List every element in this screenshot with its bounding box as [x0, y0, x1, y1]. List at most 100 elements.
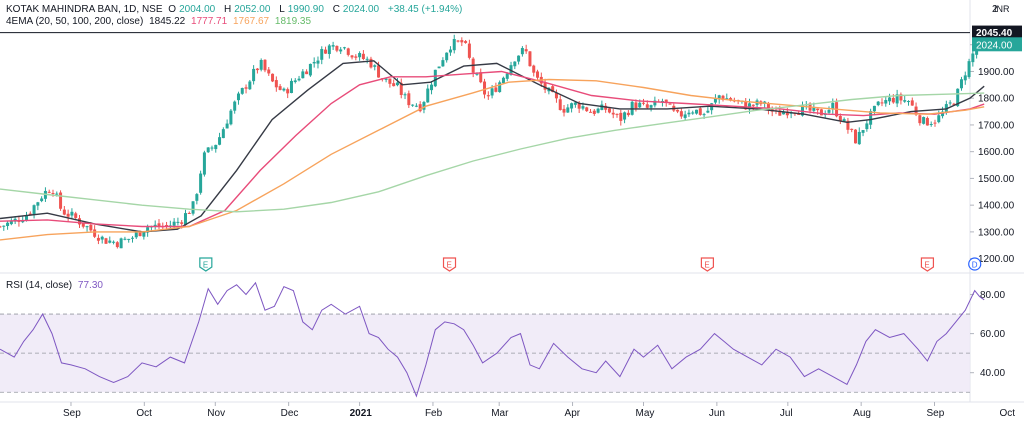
candle-body [543, 82, 547, 90]
candle-body [411, 104, 415, 106]
price-tick-label: 1700.00 [978, 120, 1015, 131]
ema-200-line [0, 92, 985, 213]
candle-body [831, 102, 835, 110]
candle-body [683, 114, 687, 118]
candle-body [713, 98, 717, 103]
candle-body [611, 112, 615, 115]
time-tick-label: Sep [63, 408, 81, 419]
candle-body [524, 49, 528, 52]
candle-body [324, 49, 328, 54]
candle-body [119, 238, 123, 249]
candle-body [937, 115, 941, 123]
candle-body [941, 111, 945, 117]
candle-body [210, 147, 214, 149]
candle-body [785, 111, 789, 116]
candle-body [706, 110, 710, 113]
candle-body [562, 108, 566, 113]
candle-body [634, 102, 638, 109]
candle-body [460, 40, 464, 43]
candle-body [819, 109, 823, 116]
candle-body [21, 220, 25, 223]
candle-body [846, 120, 850, 130]
candle-body [884, 100, 888, 104]
candle-body [426, 88, 430, 103]
candle-body [293, 80, 297, 83]
candle-body [664, 99, 668, 103]
candle-body [433, 69, 437, 87]
event-marker-label: E [447, 261, 452, 270]
time-tick-label: Aug [853, 408, 871, 419]
time-tick-label: Oct [999, 408, 1015, 419]
candle-body [81, 222, 85, 227]
candle-body [607, 108, 611, 113]
candle-body [751, 104, 755, 106]
candle-body [842, 119, 846, 122]
candle-body [581, 106, 585, 109]
candle-body [827, 109, 831, 113]
candle-body [384, 78, 388, 80]
candle-body [619, 112, 623, 121]
candle-body [422, 102, 426, 110]
ema20-value: 1845.22 [149, 16, 186, 27]
candle-body [202, 152, 206, 175]
candle-body [494, 87, 498, 92]
candle-body [214, 144, 218, 150]
candle-body [778, 110, 782, 116]
candle-body [604, 105, 608, 110]
candle-body [475, 73, 479, 75]
candle-body [872, 105, 876, 112]
candle-body [59, 192, 63, 209]
candle-body [369, 58, 373, 68]
candle-body [853, 129, 857, 144]
ema-legend[interactable]: 4EMA (20, 50, 100, 200, close) 1845.22 1… [6, 16, 314, 27]
candle-body [305, 71, 309, 75]
candle-body [172, 221, 176, 226]
candle-body [32, 205, 36, 215]
candle-body [6, 222, 10, 227]
candle-body [183, 213, 187, 225]
candle-body [165, 224, 169, 226]
candle-body [437, 66, 441, 69]
candle-body [592, 110, 596, 114]
candle-body [869, 111, 873, 125]
candle-body [36, 202, 40, 206]
candle-body [218, 137, 222, 145]
candle-body [566, 107, 570, 113]
candle-body [944, 104, 948, 113]
candle-body [520, 48, 524, 55]
candle-body [623, 112, 627, 120]
candle-body [600, 104, 604, 110]
candle-body [645, 104, 649, 108]
candle-body [233, 101, 237, 111]
candle-body [130, 237, 134, 239]
candle-body [649, 105, 653, 108]
candle-body [956, 88, 960, 107]
candle-body [850, 128, 854, 130]
candle-body [47, 191, 51, 193]
high-value: 2052.00 [234, 4, 271, 15]
candle-body [687, 112, 691, 115]
candle-body [676, 109, 680, 112]
candle-body [146, 227, 150, 233]
candle-body [698, 108, 702, 115]
candle-body [782, 111, 786, 115]
candle-body [933, 122, 937, 124]
dividend-event-marker [968, 257, 982, 271]
rsi-legend[interactable]: RSI (14, close) 77.30 [6, 280, 106, 291]
candle-body [691, 112, 695, 114]
price-axis-top-label: 2 [992, 4, 998, 15]
candle-body [679, 111, 683, 117]
candle-body [838, 116, 842, 122]
candle-body [365, 58, 369, 60]
candle-body [721, 95, 725, 100]
earnings-event-marker [700, 257, 714, 272]
candle-body [615, 113, 619, 115]
candle-body [585, 107, 589, 112]
candle-body [100, 236, 104, 240]
candle-body [96, 237, 100, 241]
candle-body [308, 63, 312, 76]
candle-body [289, 80, 293, 94]
earnings-event-marker [199, 257, 213, 272]
event-marker-label: D [972, 261, 978, 270]
time-tick-label: Dec [281, 408, 299, 419]
